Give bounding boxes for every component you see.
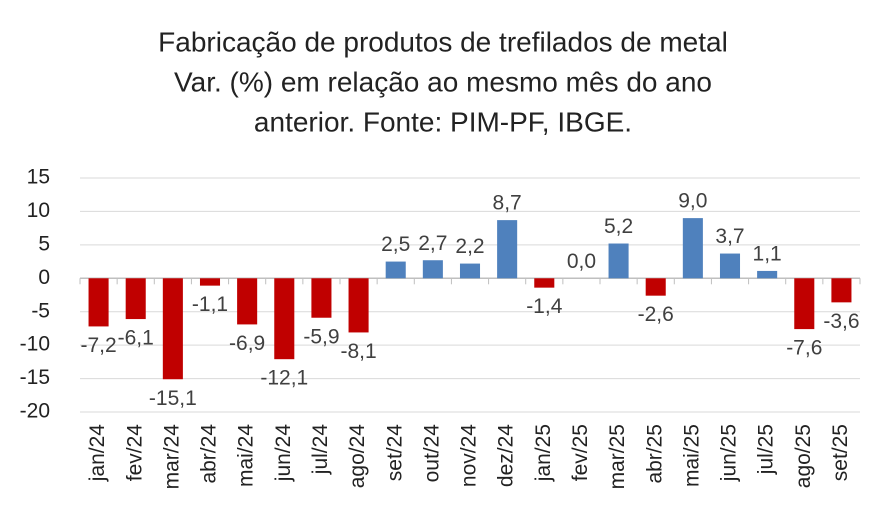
y-tick-label: -20 xyxy=(20,400,50,423)
value-label: 5,2 xyxy=(604,215,633,238)
value-label: -6,9 xyxy=(229,332,265,355)
bar xyxy=(719,253,741,279)
chart-title: Fabricação de produtos de trefilados de … xyxy=(158,26,728,57)
value-label: 3,7 xyxy=(715,225,744,248)
y-tick-label: -5 xyxy=(31,299,50,322)
x-tick-label: jan/24 xyxy=(86,424,109,483)
value-label: -3,6 xyxy=(823,310,859,333)
x-tick-label: mai/24 xyxy=(235,424,258,487)
x-tick-label: mar/24 xyxy=(160,424,183,490)
x-tick-label: set/25 xyxy=(829,424,852,481)
bar xyxy=(757,270,778,279)
bar xyxy=(682,218,703,279)
value-label: -7,6 xyxy=(786,337,822,360)
x-tick-label: mai/25 xyxy=(680,424,703,487)
y-tick-label: 0 xyxy=(38,266,50,289)
value-label: -6,1 xyxy=(118,327,154,350)
value-label: -8,1 xyxy=(340,340,376,363)
value-label: 2,7 xyxy=(418,232,447,255)
bar xyxy=(459,263,481,279)
bar xyxy=(385,261,406,279)
value-label: 2,2 xyxy=(455,235,484,258)
value-label: 8,7 xyxy=(493,192,522,215)
value-label: -2,6 xyxy=(638,303,674,326)
x-tick-label: ago/24 xyxy=(346,424,369,489)
chart-title: Var. (%) em relação ao mesmo mês do ano xyxy=(174,66,712,97)
value-label: -5,9 xyxy=(303,325,339,348)
value-label: 0,0 xyxy=(567,250,596,273)
x-tick-label: fev/25 xyxy=(569,424,592,481)
bar xyxy=(125,278,146,320)
x-tick-label: abr/24 xyxy=(198,424,221,484)
value-label: -1,4 xyxy=(526,295,563,318)
y-tick-label: 10 xyxy=(27,199,50,222)
x-tick-label: nov/24 xyxy=(458,424,481,487)
y-tick-label: 15 xyxy=(27,166,50,189)
bar xyxy=(237,278,258,325)
bar xyxy=(794,278,815,330)
bar xyxy=(831,278,852,303)
value-label: -15,1 xyxy=(149,387,197,410)
bar xyxy=(534,278,555,288)
bar xyxy=(274,278,295,360)
x-tick-label: jul/24 xyxy=(309,424,332,476)
x-tick-label: mar/25 xyxy=(606,424,629,489)
x-tick-label: fev/24 xyxy=(123,424,146,482)
y-tick-label: -10 xyxy=(20,333,50,356)
bar xyxy=(88,278,109,327)
value-label: -7,2 xyxy=(80,334,116,357)
bar xyxy=(422,260,443,279)
chart-title: anterior. Fonte: PIM-PF, IBGE. xyxy=(254,106,632,137)
x-tick-label: jan/25 xyxy=(532,424,555,482)
value-label: 9,0 xyxy=(678,190,707,213)
bar xyxy=(497,220,518,279)
value-label: -12,1 xyxy=(260,367,308,390)
x-tick-label: jul/25 xyxy=(755,424,778,475)
x-tick-label: jun/25 xyxy=(718,424,741,482)
x-tick-label: set/24 xyxy=(383,424,406,482)
bar xyxy=(608,243,629,279)
bar xyxy=(645,278,666,296)
y-tick-label: -15 xyxy=(20,366,50,389)
value-label: 1,1 xyxy=(753,242,782,265)
bar xyxy=(199,278,221,286)
bar xyxy=(162,278,183,380)
x-tick-label: dez/24 xyxy=(495,424,518,487)
bar xyxy=(348,278,369,333)
x-tick-label: ago/25 xyxy=(792,424,815,488)
x-tick-label: jun/24 xyxy=(272,424,295,483)
x-tick-label: out/24 xyxy=(420,424,443,483)
y-tick-label: 5 xyxy=(38,232,50,255)
value-label: 2,5 xyxy=(381,233,410,256)
x-tick-label: abr/25 xyxy=(643,424,666,484)
bar xyxy=(311,278,332,318)
value-label: -1,1 xyxy=(192,293,228,316)
